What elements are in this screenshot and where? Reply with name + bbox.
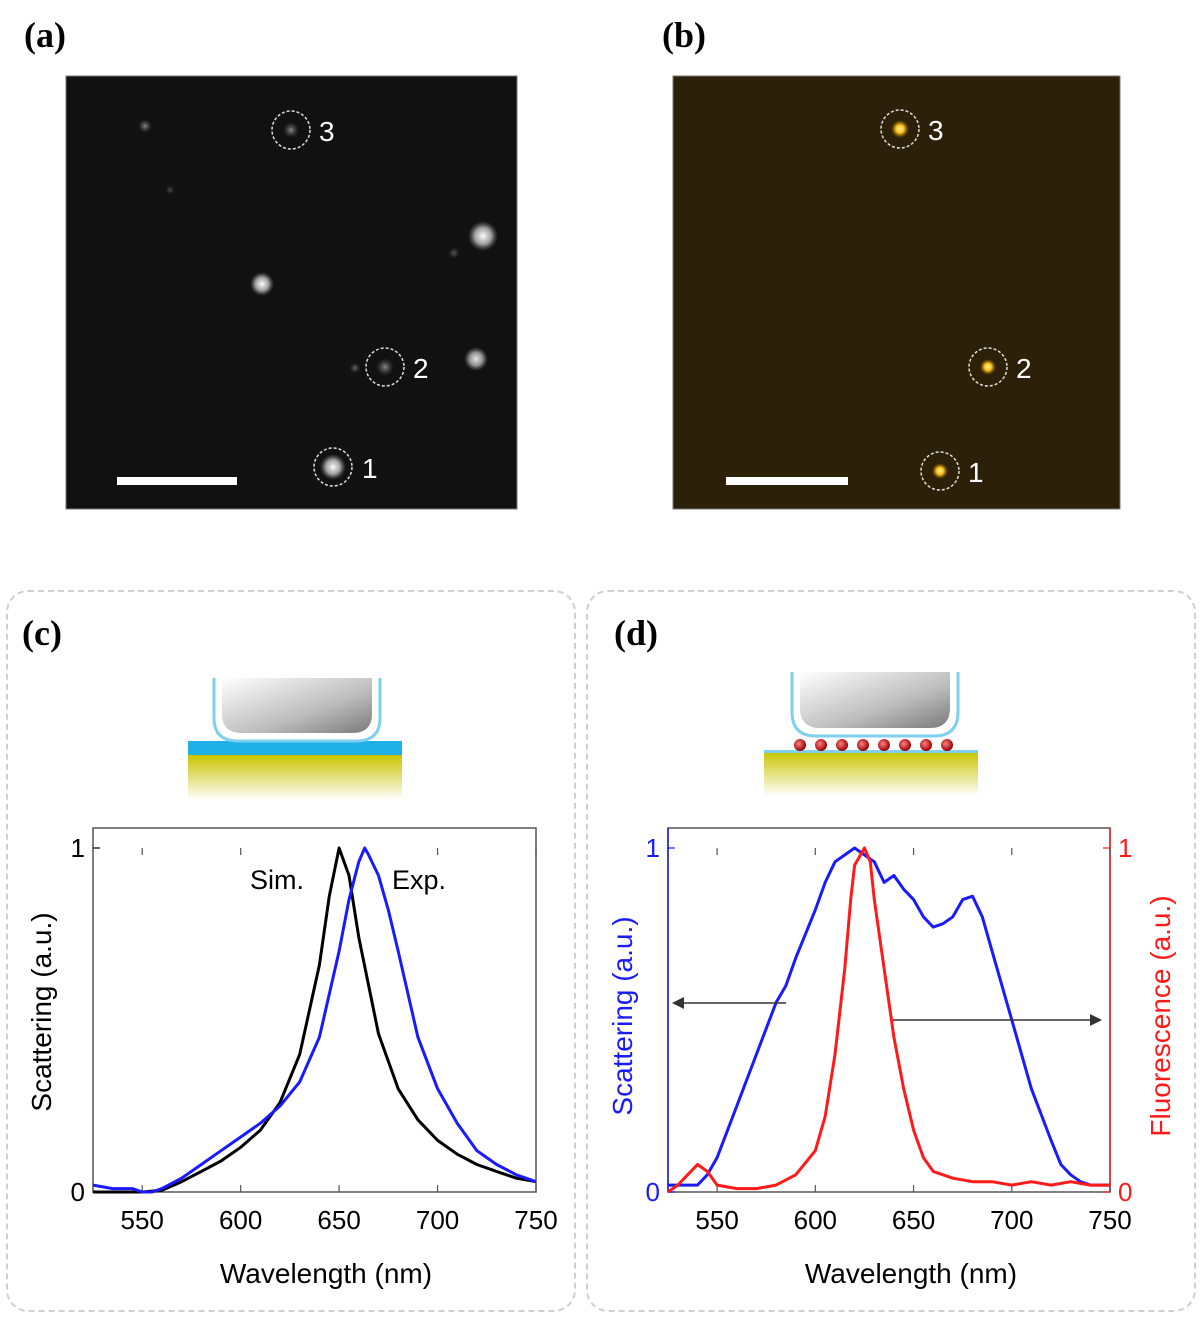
panel-label-b: (b) bbox=[662, 15, 706, 55]
particle-label-a-3: 3 bbox=[319, 116, 335, 147]
panel-d-frame bbox=[586, 590, 1196, 1312]
particle-label-b-3: 3 bbox=[928, 115, 944, 146]
fluorescence-image: 3 2 1 bbox=[672, 75, 1121, 510]
chart-d-series-fluorescence bbox=[667, 846, 1110, 1194]
chart-c-xtick-label-1: 600 bbox=[219, 1205, 262, 1235]
chart-d-xtick-label-1: 600 bbox=[794, 1205, 837, 1235]
darkfield-image: 3 2 1 bbox=[65, 75, 518, 510]
chart-c-annot-exp: Exp. bbox=[392, 865, 446, 895]
chart-d-series bbox=[667, 846, 1110, 1194]
panel-c-frame bbox=[6, 590, 576, 1312]
chart-c-series-exp- bbox=[92, 846, 537, 1194]
chart-d-ylabel: Scattering (a.u.) bbox=[607, 916, 638, 1115]
chart-c-ylabel: Scattering (a.u.) bbox=[26, 912, 57, 1111]
particle-label-b-2: 2 bbox=[1016, 353, 1032, 384]
chart-d-ytick-label-1: 1 bbox=[646, 833, 660, 863]
chart-c-series-sim- bbox=[93, 846, 537, 1194]
chart-c-xtick-label-0: 550 bbox=[121, 1205, 164, 1235]
chart-d-y2tick-label-1: 1 bbox=[1118, 833, 1132, 863]
chart-d-y2label: Fluorescence (a.u.) bbox=[1145, 895, 1176, 1136]
schematic-d bbox=[764, 672, 978, 796]
chart-d-xtick-label-3: 700 bbox=[990, 1205, 1033, 1235]
scale-bar-b bbox=[726, 477, 848, 485]
chart-c: 550 600 650 700 750 0 1 Sim. Exp. Wavelength (… bbox=[26, 827, 558, 1289]
chart-c-xtick-label-3: 700 bbox=[416, 1205, 459, 1235]
chart-d-xtick-label-0: 550 bbox=[695, 1205, 738, 1235]
chart-d-xtick-label-2: 650 bbox=[892, 1205, 935, 1235]
panel-label-a: (a) bbox=[24, 15, 66, 55]
chart-c-series bbox=[92, 846, 537, 1194]
chart-d-xlabel: Wavelength (nm) bbox=[805, 1258, 1017, 1289]
chart-d-xtick-label-4: 750 bbox=[1088, 1205, 1131, 1235]
chart-c-xtick-label-4: 750 bbox=[514, 1205, 557, 1235]
chart-d-series-scattering bbox=[668, 846, 1110, 1187]
chart-c-xtick-label-2: 650 bbox=[317, 1205, 360, 1235]
scale-bar-a bbox=[117, 477, 237, 485]
particle-label-a-1: 1 bbox=[362, 453, 378, 484]
chart-c-ytick-label-1: 1 bbox=[71, 833, 85, 863]
arrow-to-left-axis bbox=[672, 997, 786, 1009]
chart-d-y2tick-label-0: 0 bbox=[1118, 1177, 1132, 1207]
particle-label-a-2: 2 bbox=[413, 353, 429, 384]
particle-label-b-1: 1 bbox=[968, 457, 984, 488]
quantum-dots bbox=[794, 739, 953, 751]
panel-label-d: (d) bbox=[614, 613, 658, 653]
chart-c-annot-sim: Sim. bbox=[250, 865, 304, 895]
chart-c-xlabel: Wavelength (nm) bbox=[220, 1258, 432, 1289]
chart-c-ticks: 550 600 650 700 750 0 1 bbox=[71, 833, 558, 1235]
chart-c-ytick-label-0: 0 bbox=[71, 1177, 85, 1207]
panel-label-c: (c) bbox=[22, 613, 62, 653]
chart-d-ytick-label-0: 0 bbox=[646, 1177, 660, 1207]
schematic-c bbox=[188, 678, 402, 800]
arrow-to-right-axis bbox=[893, 1014, 1102, 1026]
